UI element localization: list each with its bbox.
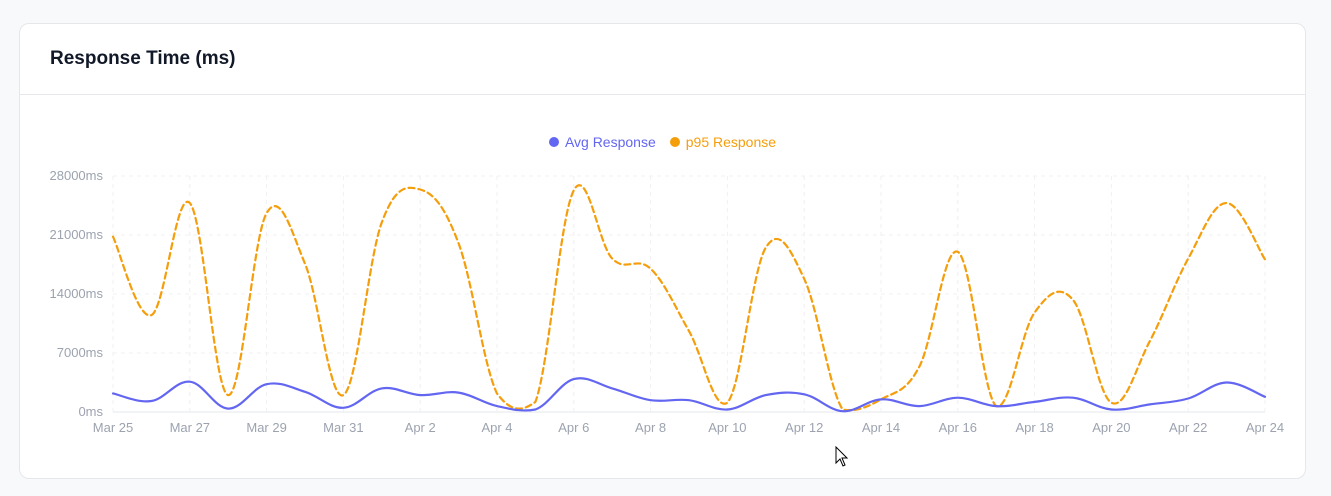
data-point-p95-4 xyxy=(264,210,270,216)
chart-legend: Avg Response p95 Response xyxy=(20,134,1305,150)
legend-dot-p95 xyxy=(669,137,680,147)
data-point-p95-18 xyxy=(801,276,807,282)
data-point-avg-21 xyxy=(916,403,922,409)
y-tick-label: 28000ms xyxy=(50,168,104,183)
chart-card: Response Time (ms) Avg Response p95 Resp… xyxy=(19,23,1306,479)
data-point-avg-16 xyxy=(724,406,730,412)
x-tick-label: Apr 20 xyxy=(1092,420,1130,435)
data-point-p95-30 xyxy=(1262,256,1268,262)
data-point-p95-21 xyxy=(916,363,922,369)
data-point-avg-29 xyxy=(1224,380,1230,386)
data-point-p95-26 xyxy=(1108,400,1114,406)
data-point-avg-28 xyxy=(1185,396,1191,402)
data-point-avg-12 xyxy=(571,376,577,382)
y-tick-label: 7000ms xyxy=(57,345,104,360)
data-point-p95-11 xyxy=(532,399,538,405)
x-tick-label: Apr 12 xyxy=(785,420,823,435)
legend-item-p95[interactable]: p95 Response xyxy=(669,134,777,150)
y-tick-label: 0ms xyxy=(78,404,103,419)
data-point-p95-1 xyxy=(148,312,154,318)
data-point-p95-6 xyxy=(340,392,346,398)
data-point-avg-14 xyxy=(648,397,654,403)
card-header: Response Time (ms) xyxy=(20,24,1305,95)
legend-item-avg[interactable]: Avg Response xyxy=(548,134,656,150)
data-point-p95-17 xyxy=(763,245,769,251)
data-point-p95-2 xyxy=(187,200,193,206)
data-point-avg-2 xyxy=(187,379,193,385)
data-point-p95-25 xyxy=(1070,297,1076,303)
data-point-avg-8 xyxy=(417,392,423,398)
data-point-avg-9 xyxy=(456,390,462,396)
data-point-avg-11 xyxy=(532,406,538,412)
series-line-avg-response xyxy=(111,377,1267,413)
y-tick-label: 21000ms xyxy=(50,227,104,242)
data-point-avg-20 xyxy=(878,396,884,402)
mouse-cursor-icon xyxy=(835,446,849,467)
data-point-avg-27 xyxy=(1147,401,1153,407)
data-point-avg-13 xyxy=(609,385,615,391)
data-point-avg-6 xyxy=(340,405,346,411)
data-point-avg-17 xyxy=(763,392,769,398)
x-tick-label: Apr 18 xyxy=(1015,420,1053,435)
x-tick-label: Mar 27 xyxy=(170,420,210,435)
data-point-avg-24 xyxy=(1032,399,1038,405)
x-tick-label: Apr 24 xyxy=(1246,420,1284,435)
x-tick-label: Apr 8 xyxy=(635,420,666,435)
y-tick-label: 14000ms xyxy=(50,286,104,301)
data-point-avg-0 xyxy=(110,390,116,396)
x-tick-label: Apr 14 xyxy=(862,420,900,435)
data-point-p95-14 xyxy=(648,266,654,272)
x-tick-label: Mar 29 xyxy=(246,420,286,435)
x-tick-label: Apr 22 xyxy=(1169,420,1207,435)
data-point-p95-24 xyxy=(1032,310,1038,316)
series-line-p95-response xyxy=(111,184,1267,412)
data-point-p95-10 xyxy=(494,390,500,396)
data-point-p95-15 xyxy=(686,328,692,334)
data-point-p95-27 xyxy=(1147,338,1153,344)
data-point-avg-19 xyxy=(840,408,846,414)
x-tick-label: Mar 31 xyxy=(323,420,363,435)
legend-dot-avg xyxy=(548,137,559,147)
data-point-avg-18 xyxy=(801,391,807,397)
data-point-p95-7 xyxy=(379,219,385,225)
data-point-avg-10 xyxy=(494,403,500,409)
data-point-p95-12 xyxy=(571,187,577,193)
data-point-p95-3 xyxy=(225,392,231,398)
x-tick-label: Mar 25 xyxy=(93,420,133,435)
legend-label-p95: p95 Response xyxy=(685,134,777,150)
x-tick-label: Apr 10 xyxy=(708,420,746,435)
data-point-p95-5 xyxy=(302,261,308,267)
data-point-avg-3 xyxy=(225,406,231,412)
data-point-p95-9 xyxy=(456,240,462,246)
data-point-avg-15 xyxy=(686,397,692,403)
data-point-avg-5 xyxy=(302,389,308,395)
x-tick-label: Apr 4 xyxy=(481,420,512,435)
data-point-avg-4 xyxy=(264,381,270,387)
data-point-avg-22 xyxy=(955,395,961,401)
data-point-avg-23 xyxy=(993,403,999,409)
data-point-p95-28 xyxy=(1185,256,1191,262)
data-point-p95-16 xyxy=(724,400,730,406)
data-point-avg-26 xyxy=(1108,406,1114,412)
x-tick-label: Apr 6 xyxy=(558,420,589,435)
data-point-p95-8 xyxy=(417,186,423,192)
data-point-avg-7 xyxy=(379,385,385,391)
data-point-p95-22 xyxy=(955,249,961,255)
data-point-avg-30 xyxy=(1262,394,1268,400)
legend-label-avg: Avg Response xyxy=(564,134,656,150)
data-point-p95-0 xyxy=(110,234,116,240)
data-point-avg-25 xyxy=(1070,395,1076,401)
x-tick-label: Apr 2 xyxy=(405,420,436,435)
x-tick-label: Apr 16 xyxy=(939,420,977,435)
data-point-avg-1 xyxy=(148,398,154,404)
card-title: Response Time (ms) xyxy=(50,48,236,69)
data-point-p95-29 xyxy=(1224,200,1230,206)
data-point-p95-13 xyxy=(609,256,615,262)
